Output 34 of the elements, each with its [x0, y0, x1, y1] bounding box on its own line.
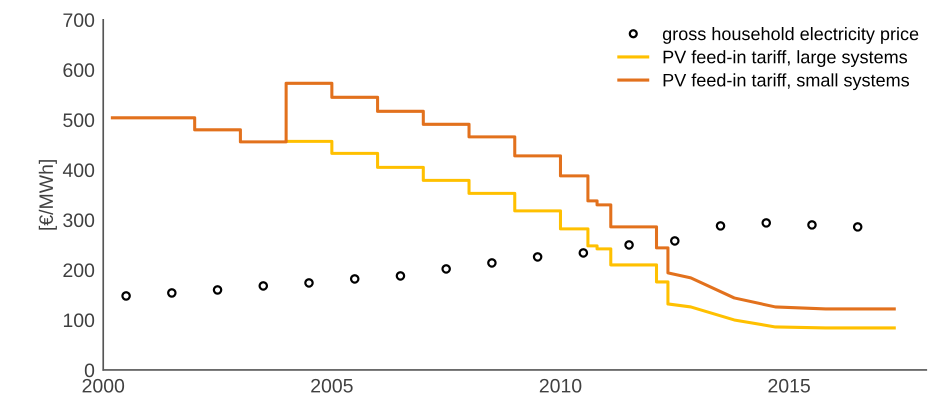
y-tick-label: 300 [63, 213, 94, 228]
point [852, 222, 862, 232]
legend-label: gross household electricity price [662, 27, 918, 44]
y-tick-label: 200 [63, 263, 94, 278]
x-tick-label: 2000 [82, 378, 124, 393]
x-tick-label: 2015 [768, 378, 810, 393]
point [167, 288, 177, 298]
x-tick-label: 2005 [311, 378, 353, 393]
line-series [284, 140, 896, 330]
point [761, 218, 772, 228]
point [487, 258, 497, 268]
point [807, 220, 817, 230]
legend-label: PV feed-in tariff, small systems [664, 73, 910, 90]
y-tick-label: 500 [63, 113, 94, 128]
y-tick-label: 100 [64, 313, 94, 328]
y-tick-label: 400 [62, 163, 94, 178]
point [716, 221, 726, 231]
point [578, 248, 588, 258]
point [350, 274, 360, 284]
point [212, 285, 222, 295]
point [258, 281, 268, 291]
point [670, 236, 680, 246]
y-tick-label: 0 [84, 363, 94, 378]
x-tick-label: 2010 [540, 378, 582, 393]
point [441, 264, 451, 274]
point [121, 291, 131, 301]
point [624, 240, 634, 250]
y-axis-title: [€/MWh] [38, 160, 57, 230]
point [532, 252, 542, 262]
y-tick-label: 700 [63, 13, 94, 28]
point [304, 278, 314, 288]
legend-label: PV feed-in tariff, large systems [664, 50, 908, 67]
point [396, 271, 406, 281]
y-tick-label: 600 [63, 63, 94, 78]
